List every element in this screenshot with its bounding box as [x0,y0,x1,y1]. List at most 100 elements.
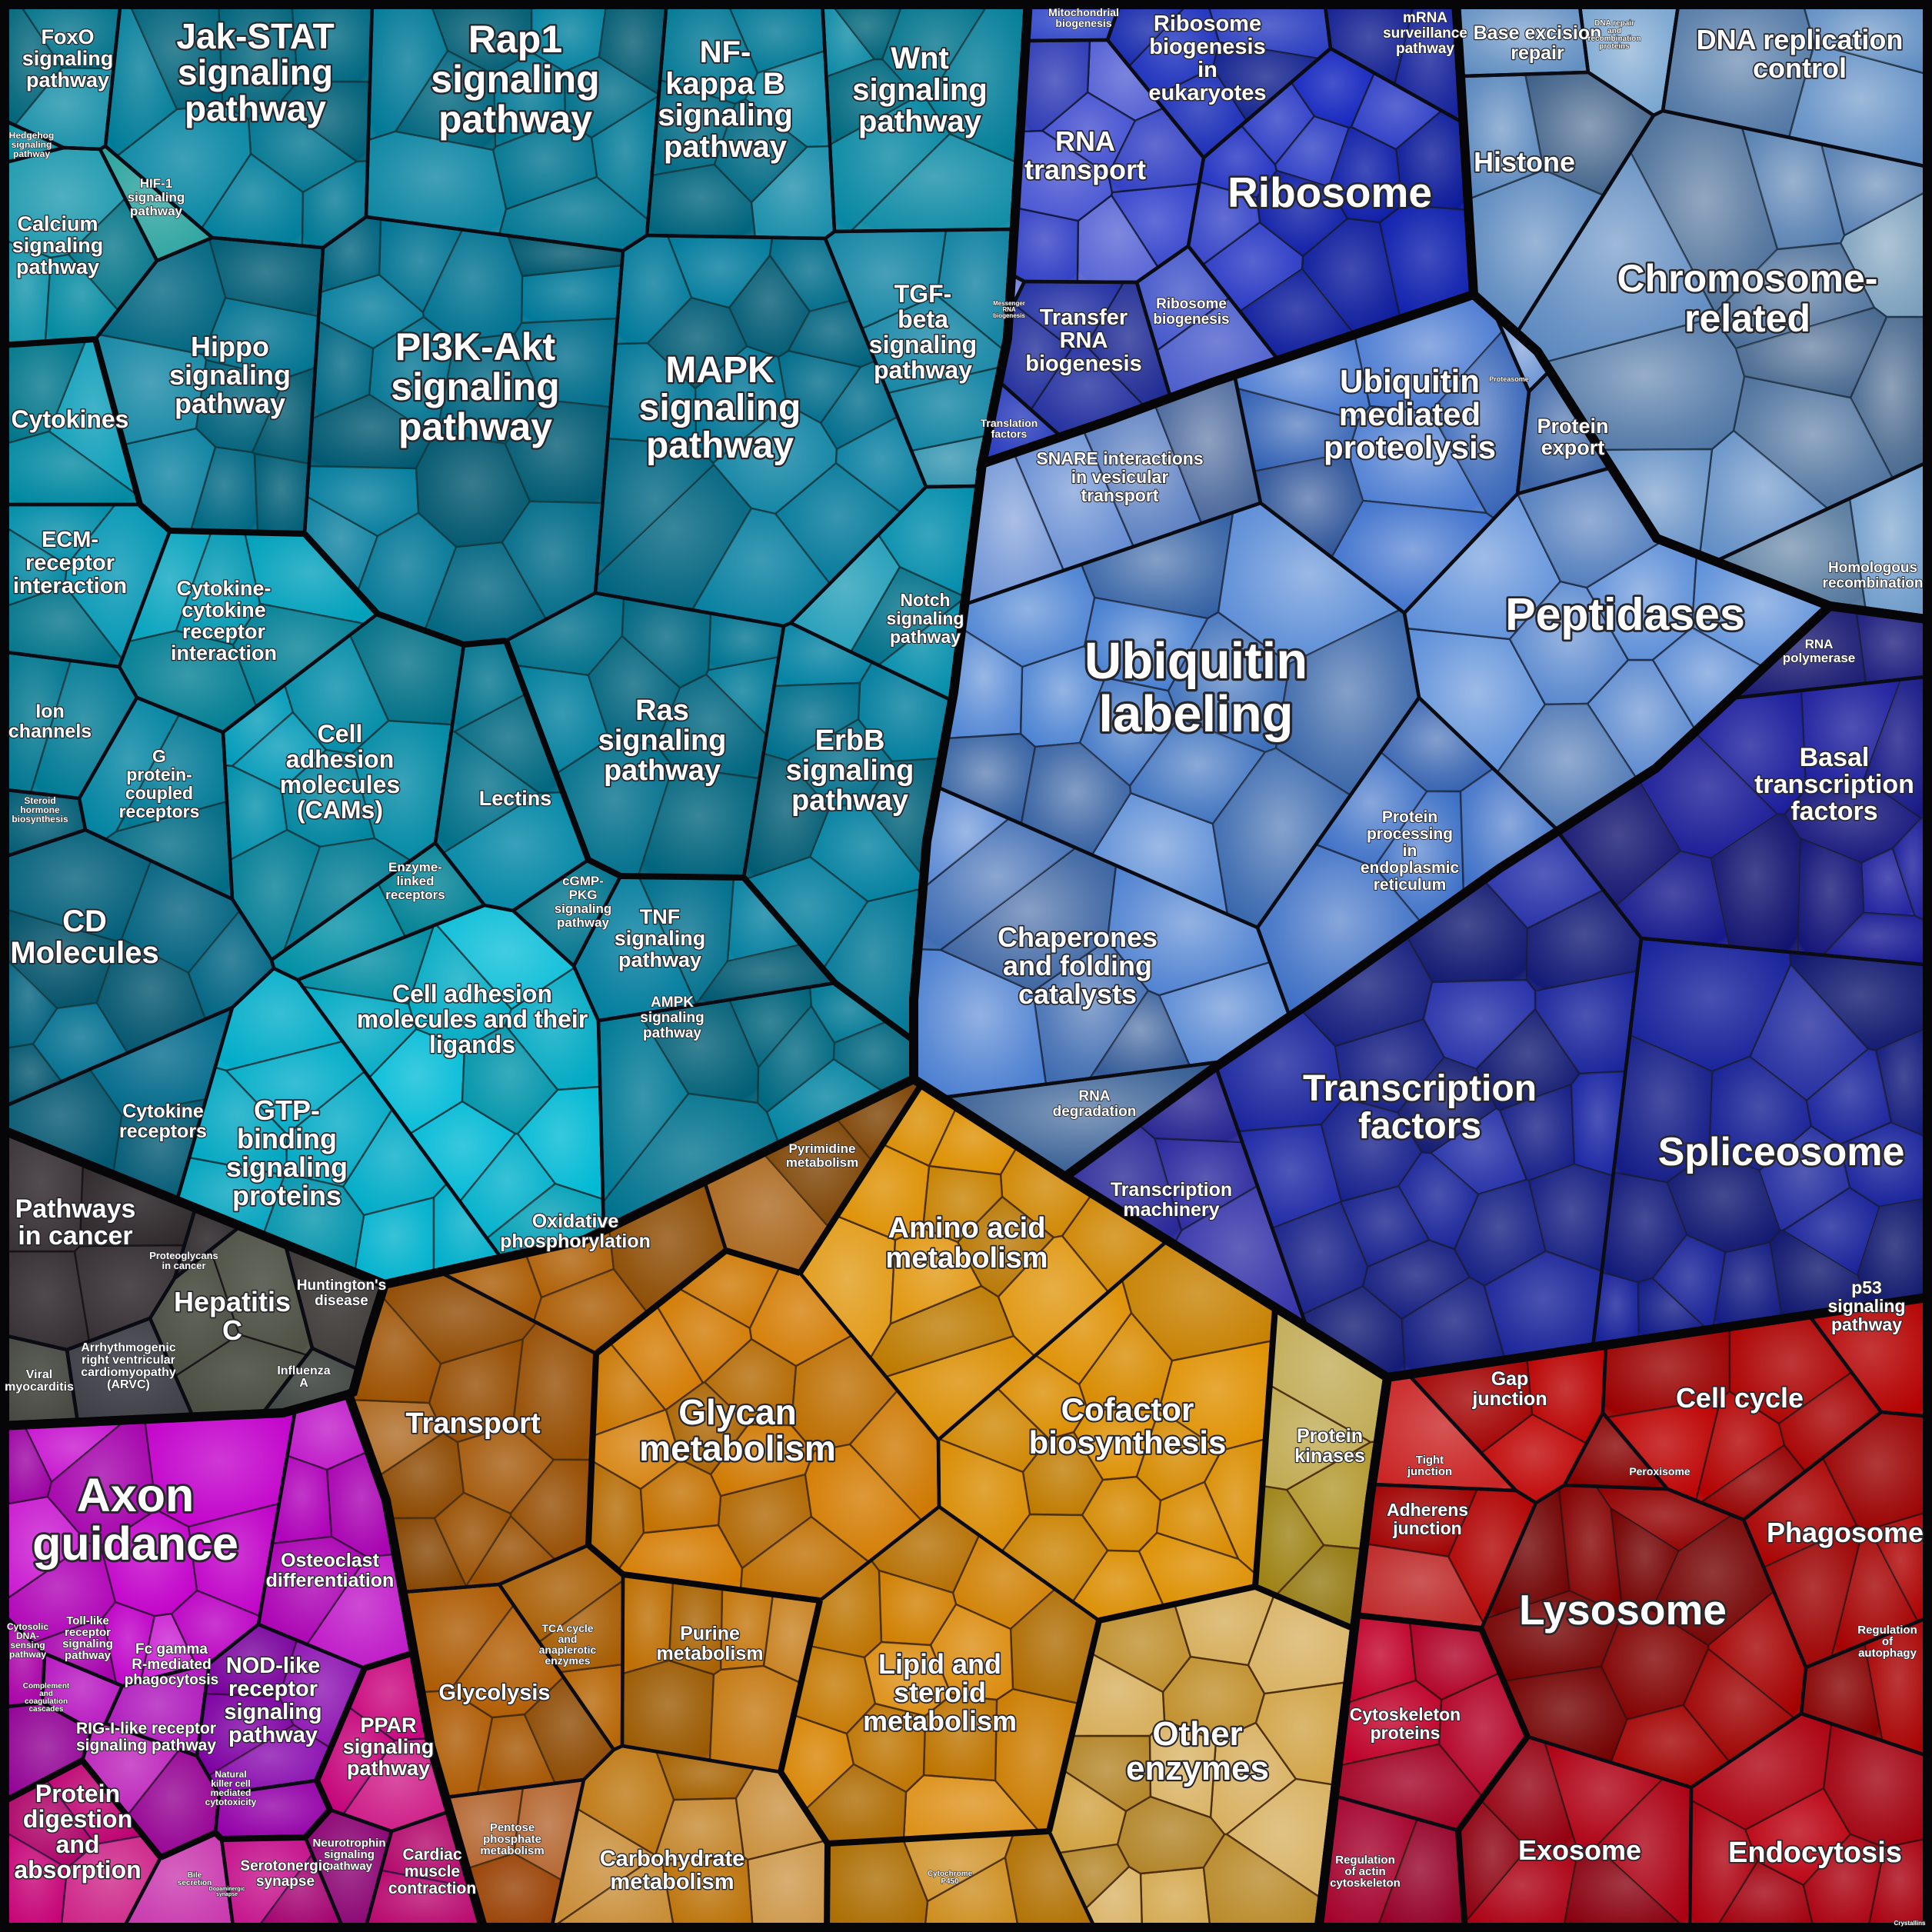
svg-text:Peroxisome: Peroxisome [1629,1465,1690,1477]
svg-text:Histone: Histone [1474,146,1575,178]
svg-text:Lysosome: Lysosome [1519,1586,1727,1634]
svg-text:Cytokines: Cytokines [12,405,129,433]
svg-text:Cell cycle: Cell cycle [1676,1382,1804,1414]
svg-text:Proteasome: Proteasome [1489,375,1529,383]
svg-text:Crystallins: Crystallins [1894,1920,1926,1927]
svg-text:Lectins: Lectins [479,787,552,810]
svg-text:Exosome: Exosome [1518,1834,1641,1866]
svg-text:Endocytosis: Endocytosis [1728,1837,1902,1869]
svg-text:Chromosome-related: Chromosome-related [1617,257,1878,340]
svg-text:Glycolysis: Glycolysis [438,1681,550,1705]
svg-text:Peptidases: Peptidases [1505,589,1745,640]
svg-text:Ribosome: Ribosome [1227,168,1432,216]
svg-text:Transport: Transport [405,1407,541,1440]
